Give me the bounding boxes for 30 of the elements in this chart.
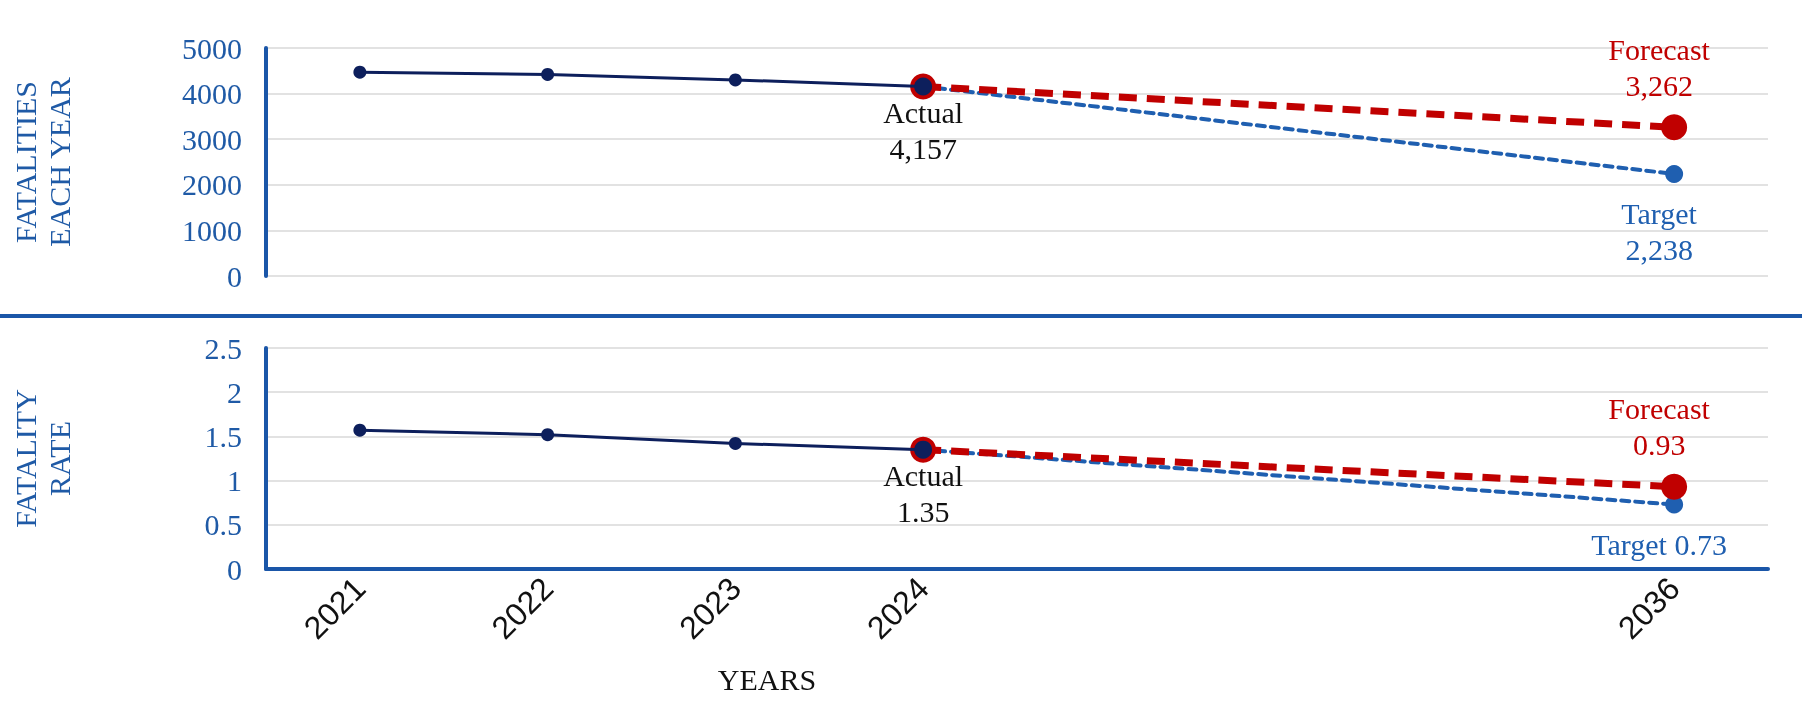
x-axis-title: YEARS bbox=[717, 662, 817, 696]
y-tick-label: 0 bbox=[227, 259, 242, 293]
y-tick-label: 2 bbox=[227, 375, 242, 409]
annotation: Forecast 3,262 bbox=[1608, 32, 1711, 102]
y-tick-label: 4000 bbox=[182, 77, 242, 111]
y-axis-title: FATALITY RATE bbox=[8, 389, 76, 528]
annotation: Actual 1.35 bbox=[883, 459, 964, 529]
point bbox=[1661, 114, 1688, 141]
annotation: Target 0.73 bbox=[1591, 527, 1727, 561]
point bbox=[1665, 164, 1684, 183]
y-axis-title: FATALITIES EACH YEAR bbox=[8, 77, 76, 247]
y-tick-label: 0.5 bbox=[204, 508, 242, 542]
point bbox=[1661, 473, 1688, 500]
point bbox=[728, 436, 742, 450]
annotation: Forecast 0.93 bbox=[1608, 392, 1711, 462]
y-tick-label: 2.5 bbox=[204, 331, 242, 365]
y-tick-label: 1000 bbox=[182, 213, 242, 247]
y-tick-label: 1 bbox=[227, 464, 242, 498]
annotation: Actual 4,157 bbox=[883, 95, 964, 165]
point bbox=[353, 65, 367, 79]
y-tick-label: 3000 bbox=[182, 122, 242, 156]
y-tick-label: 1.5 bbox=[204, 419, 242, 453]
point bbox=[728, 73, 742, 87]
annotation: Target 2,238 bbox=[1621, 197, 1698, 267]
y-tick-label: 5000 bbox=[182, 31, 242, 65]
point bbox=[541, 428, 555, 442]
point bbox=[353, 423, 367, 437]
y-tick-label: 0 bbox=[227, 552, 242, 586]
y-tick-label: 2000 bbox=[182, 168, 242, 202]
point bbox=[541, 67, 555, 81]
